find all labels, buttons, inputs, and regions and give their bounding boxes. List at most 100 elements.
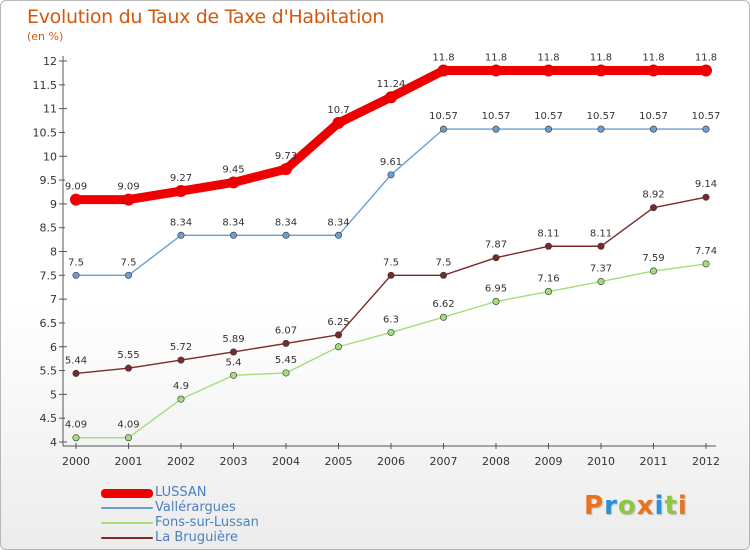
data-label-vallerargues: 10.57 (587, 111, 616, 122)
data-label-vallerargues: 9.61 (380, 157, 402, 168)
y-tick-label: 10.5 (33, 126, 58, 139)
x-tick-label: 2006 (377, 455, 405, 468)
data-label-la-bruguiere: 7.87 (485, 240, 507, 251)
y-tick-label: 9.5 (40, 174, 58, 187)
point-vallerargues (387, 171, 395, 179)
legend-swatch (101, 488, 153, 498)
legend-label: La Bruguière (155, 530, 239, 545)
legend-swatch (101, 522, 153, 524)
point-fons-sur-lussan (177, 395, 185, 403)
point-lussan (595, 64, 607, 77)
data-label-lussan: 10.7 (327, 105, 349, 116)
line-chart: 4 4.5 5 5.5 6 6.5 7 7.5 8 8.5 9 9.5 10 10.5 11 11.5 12 20… (33, 53, 721, 468)
point-lussan (280, 163, 292, 176)
data-label-vallerargues: 8.34 (327, 217, 349, 228)
data-label-lussan: 9.45 (222, 164, 244, 175)
data-label-fons-sur-lussan: 7.37 (590, 264, 612, 275)
data-label-vallerargues: 10.57 (534, 111, 563, 122)
x-tick-label: 2005 (325, 455, 353, 468)
data-label-la-bruguiere: 6.25 (327, 317, 349, 328)
data-label-la-bruguiere: 8.92 (642, 190, 664, 201)
point-la-bruguiere (230, 348, 238, 356)
x-tick-label: 2004 (272, 455, 300, 468)
y-tick-label: 6.5 (40, 317, 58, 330)
y-tick-label: 12 (43, 55, 57, 68)
data-label-lussan: 11.8 (432, 53, 454, 64)
point-vallerargues (544, 125, 552, 133)
x-tick-label: 2003 (220, 455, 248, 468)
y-tick-label: 11.5 (33, 79, 58, 92)
data-label-vallerargues: 10.57 (639, 111, 668, 122)
point-lussan (332, 116, 345, 129)
point-lussan (437, 64, 450, 77)
series-layer (70, 64, 712, 442)
point-fons-sur-lussan (230, 371, 238, 379)
data-label-vallerargues: 7.5 (68, 257, 84, 268)
data-label-fons-sur-lussan: 7.59 (642, 253, 664, 264)
point-fons-sur-lussan (492, 298, 500, 306)
point-vallerargues (649, 125, 657, 133)
x-tick-label: 2001 (115, 455, 143, 468)
point-fons-sur-lussan (282, 369, 290, 377)
data-label-fons-sur-lussan: 4.09 (117, 420, 139, 431)
data-label-vallerargues: 7.5 (121, 257, 137, 268)
point-la-bruguiere (702, 193, 710, 201)
point-vallerargues (597, 125, 605, 133)
y-tick-label: 8.5 (40, 222, 58, 235)
point-la-bruguiere (597, 242, 605, 250)
point-la-bruguiere (544, 242, 552, 250)
data-label-fons-sur-lussan: 7.74 (695, 246, 717, 257)
data-label-la-bruguiere: 5.72 (170, 342, 192, 353)
data-label-vallerargues: 8.34 (222, 217, 244, 228)
data-label-lussan: 11.8 (485, 53, 507, 64)
point-fons-sur-lussan (125, 434, 133, 442)
data-label-lussan: 11.24 (377, 79, 406, 90)
legend-label: LUSSAN (155, 485, 207, 500)
data-label-la-bruguiere: 9.14 (695, 179, 717, 190)
proxiti-logo: Proxiti (584, 491, 688, 521)
point-vallerargues (72, 271, 80, 279)
data-label-la-bruguiere: 5.55 (117, 350, 139, 361)
data-label-lussan: 9.27 (170, 173, 192, 184)
data-label-fons-sur-lussan: 6.95 (485, 284, 507, 295)
point-lussan (542, 64, 555, 77)
data-label-la-bruguiere: 7.5 (383, 257, 399, 268)
data-label-la-bruguiere: 8.11 (590, 228, 612, 239)
point-lussan (385, 91, 397, 104)
data-label-vallerargues: 10.57 (429, 111, 458, 122)
y-tick-label: 4.5 (40, 412, 58, 425)
x-tick-label: 2012 (692, 455, 720, 468)
data-label-vallerargues: 10.57 (482, 111, 511, 122)
point-lussan (490, 64, 502, 77)
legend-swatch (101, 507, 153, 509)
y-tick-label: 5.5 (40, 365, 58, 378)
data-label-lussan: 11.8 (695, 53, 717, 64)
point-la-bruguiere (439, 271, 447, 279)
data-label-vallerargues: 8.34 (170, 217, 192, 228)
x-tick-label: 2011 (640, 455, 668, 468)
point-la-bruguiere (72, 369, 80, 377)
x-tick-label: 2000 (62, 455, 90, 468)
data-label-la-bruguiere: 8.11 (537, 228, 559, 239)
point-lussan (122, 193, 135, 206)
data-label-lussan: 11.8 (642, 53, 664, 64)
y-tick-label: 6 (50, 341, 57, 354)
data-label-fons-sur-lussan: 5.45 (275, 355, 297, 366)
y-tick-label: 5 (50, 388, 57, 401)
data-label-vallerargues: 8.34 (275, 217, 297, 228)
point-la-bruguiere (282, 339, 290, 347)
x-tick-label: 2007 (430, 455, 458, 468)
point-vallerargues (492, 125, 500, 133)
data-label-la-bruguiere: 7.5 (436, 257, 452, 268)
point-la-bruguiere (334, 331, 342, 339)
point-vallerargues (334, 231, 342, 239)
data-label-fons-sur-lussan: 5.4 (226, 357, 242, 368)
legend-label: Vallérargues (155, 500, 236, 515)
data-label-vallerargues: 10.57 (692, 111, 721, 122)
chart-subtitle: (en %) (27, 30, 64, 43)
point-vallerargues (177, 231, 185, 239)
y-tick-label: 8 (50, 246, 57, 259)
data-label-fons-sur-lussan: 4.09 (65, 420, 87, 431)
point-lussan (647, 64, 660, 77)
